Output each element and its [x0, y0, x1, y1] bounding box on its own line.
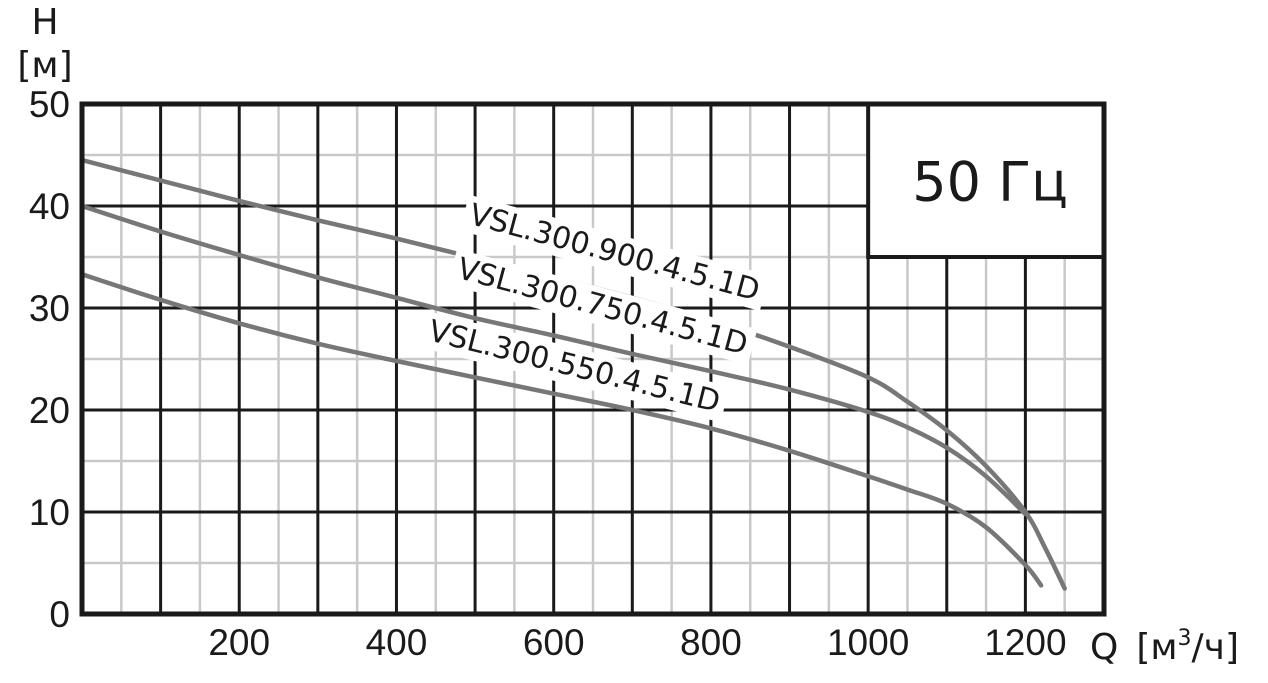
pump-curve-line — [79, 272, 1044, 588]
x-axis-unit-end: /ч] — [1192, 627, 1239, 668]
x-axis-symbol: Q — [1090, 627, 1118, 668]
x-tick-label: 1000 — [827, 622, 909, 663]
x-axis-unit-superscript: 3 — [1178, 626, 1192, 651]
x-tick-label: 800 — [680, 622, 742, 663]
y-tick-label: 40 — [29, 186, 70, 227]
y-tick-label: 50 — [29, 84, 70, 125]
y-axis-unit: [м] — [17, 45, 72, 86]
curve-label-background — [419, 311, 730, 423]
pump-curve-line — [79, 203, 1028, 517]
x-axis-label: Q [м3/ч] — [1090, 626, 1239, 668]
y-tick-label: 20 — [29, 390, 70, 431]
y-axis-symbol: H — [31, 2, 58, 43]
curve-label-background — [447, 248, 758, 365]
x-tick-label: 200 — [208, 622, 270, 663]
y-tick-label: 30 — [29, 288, 70, 329]
x-tick-label: 600 — [523, 622, 585, 663]
frequency-label: 50 Гц — [912, 151, 1068, 214]
y-tick-label: 0 — [49, 594, 70, 635]
x-tick-label: 400 — [366, 622, 428, 663]
x-tick-labels: 200 400 600 800 1000 1200 — [208, 622, 1066, 663]
y-tick-labels: 0 10 20 30 40 50 — [29, 84, 70, 635]
y-tick-label: 10 — [29, 492, 70, 533]
x-axis-unit-start: [м — [1136, 627, 1177, 668]
plot-frame — [79, 101, 1107, 617]
curve-label-background — [459, 194, 770, 311]
x-tick-label: 1200 — [984, 622, 1066, 663]
